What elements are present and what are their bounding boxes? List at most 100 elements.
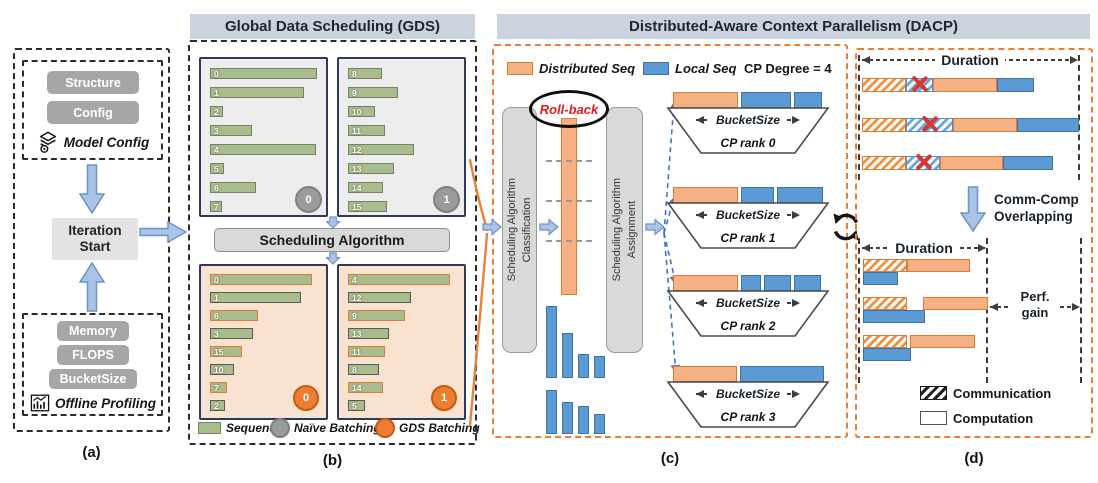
distributed-seq-segment: [673, 366, 737, 382]
iteration-start-box: Iteration Start: [52, 218, 138, 260]
down-block-arrow: [79, 164, 105, 214]
cp-rank-bar-row: [673, 366, 825, 382]
sequence-bar-9: 9: [348, 310, 405, 321]
split-mark: [546, 160, 592, 162]
sequence-bar-12: 12: [348, 144, 415, 155]
panel-b-border: [188, 40, 477, 445]
split-mark: [546, 240, 592, 242]
cp-rank-label: CP rank 3: [720, 410, 776, 424]
rollback-x-mark: [913, 152, 933, 172]
panel-d-border: [855, 48, 1093, 438]
pending-sequence-bar: [561, 118, 577, 295]
sequence-id: 12: [352, 144, 362, 155]
sequence-bar-8: 8: [348, 364, 380, 375]
sequence-id: 5: [352, 400, 357, 411]
cp-rank-label: CP rank 2: [720, 319, 776, 333]
sequence-bar-2: 2: [210, 400, 225, 411]
local-seq-segment: [741, 275, 761, 291]
scheduling-algorithm-bar: Scheduling Algorithm: [214, 228, 450, 252]
naive-batching-legend-swatch: [270, 418, 290, 438]
duration-label: Duration: [935, 52, 1005, 68]
cp-rank-group-1: BucketSize CP rank 1: [666, 187, 830, 251]
gds-batching-legend-swatch: [375, 418, 395, 438]
communication-segment: [863, 297, 907, 310]
sequence-bar-1: 1: [210, 87, 305, 98]
sequence-bar-6: 6: [210, 182, 256, 193]
distributed-seq-segment: [673, 92, 738, 108]
up-block-arrow: [79, 262, 105, 312]
sequence-bar-9: 9: [348, 87, 399, 98]
local-seq-segment: [863, 310, 925, 323]
split-mark: [546, 200, 592, 202]
sequence-legend-swatch: [198, 422, 221, 434]
rollback-x-mark: [919, 114, 939, 134]
sequence-bar-4: 4: [348, 274, 450, 285]
sequence-id: 11: [352, 125, 361, 136]
panel-b-label: (b): [322, 452, 343, 469]
sequence-bar-13: 13: [348, 328, 389, 339]
cp-rank-bar-row: [673, 275, 825, 291]
cp-rank-label: CP rank 0: [720, 136, 776, 150]
overlap-down-arrow: [960, 186, 986, 232]
communication-segment: [862, 118, 906, 132]
classification-text: Scheduling Algorithm Classification: [505, 178, 533, 282]
sequence-bar-6: 6: [210, 310, 259, 321]
sequence-bars: 8 9 10 11 12 13 14 15: [348, 59, 455, 215]
pending-local-bar: [578, 354, 589, 378]
sequence-id: 6: [214, 310, 219, 321]
pending-local-bar: [562, 333, 573, 378]
communication-legend-label: Communication: [953, 386, 1052, 401]
sequence-bar-0: 0: [210, 274, 312, 285]
sequence-bar-5: 5: [348, 400, 366, 411]
perf-gain-measure: Perf. gain: [990, 289, 1080, 325]
sequence-id: 0: [214, 274, 219, 285]
sequence-id: 11: [352, 346, 361, 357]
local-seq-legend-swatch: [643, 62, 669, 75]
cp-rank-bar-row: [673, 92, 825, 108]
sequence-bar-15: 15: [210, 346, 243, 357]
comm-comp-overlapping-label: Comm-Comp Overlapping: [994, 192, 1079, 224]
rollback-label: Roll-back: [539, 101, 599, 117]
sequence-id: 1: [214, 87, 219, 98]
sequence-bars: 0 1 2 3 4 5 6 7: [210, 59, 317, 215]
communication-segment: [863, 335, 907, 348]
flow-arrow: [539, 218, 559, 236]
panel-d-label: (d): [964, 450, 984, 467]
scheduling-assignment-box: Scheduling Algorithm Assignment: [606, 107, 643, 353]
local-seq-segment: [863, 348, 911, 361]
distributed-seq-segment: [673, 275, 738, 291]
cp-rank-bar-row: [673, 187, 825, 203]
duration-measure-bottom: Duration: [862, 240, 986, 256]
sequence-id: 13: [352, 328, 362, 339]
model-config-box: [22, 60, 163, 160]
computation-segment: [910, 335, 975, 348]
pending-local-bar: [594, 414, 605, 434]
sequence-id: 9: [352, 310, 357, 321]
bucketsize-label: BucketSize: [709, 113, 787, 127]
pending-local-bar: [562, 402, 573, 434]
sequence-bar-7: 7: [210, 201, 222, 212]
sequence-id: 2: [214, 106, 219, 117]
local-seq-segment: [741, 187, 774, 203]
sequence-bar-11: 11: [348, 346, 386, 357]
bucketsize-measure: BucketSize: [696, 387, 800, 401]
batch-to-dacp-connector: [468, 158, 489, 427]
bucketsize-measure: BucketSize: [696, 208, 800, 222]
local-seq-segment: [764, 275, 791, 291]
right-block-arrow: [139, 221, 187, 243]
offline-profiling-caption: Offline Profiling: [24, 392, 162, 414]
sequence-id: 3: [214, 125, 219, 136]
sequence-bar-2: 2: [210, 106, 223, 117]
naive-batch-box-0: 0 1 2 3 4 5 6 7 0: [199, 57, 328, 217]
computation-segment: [923, 297, 988, 310]
pending-local-bar: [578, 406, 589, 434]
sequence-id: 10: [352, 106, 362, 117]
sequence-id: 9: [352, 87, 357, 98]
pending-local-bar: [546, 390, 557, 434]
structure-button: Structure: [47, 71, 139, 94]
cp-rank-group-0: BucketSize CP rank 0: [666, 92, 830, 156]
cp-degree-label: CP Degree = 4: [744, 61, 832, 76]
gds-batch-box-0: 0 1 6 3 15 10 7 2 0: [199, 264, 328, 420]
sequence-id: 4: [214, 144, 219, 155]
perf-gain-end-line: [1080, 238, 1082, 383]
